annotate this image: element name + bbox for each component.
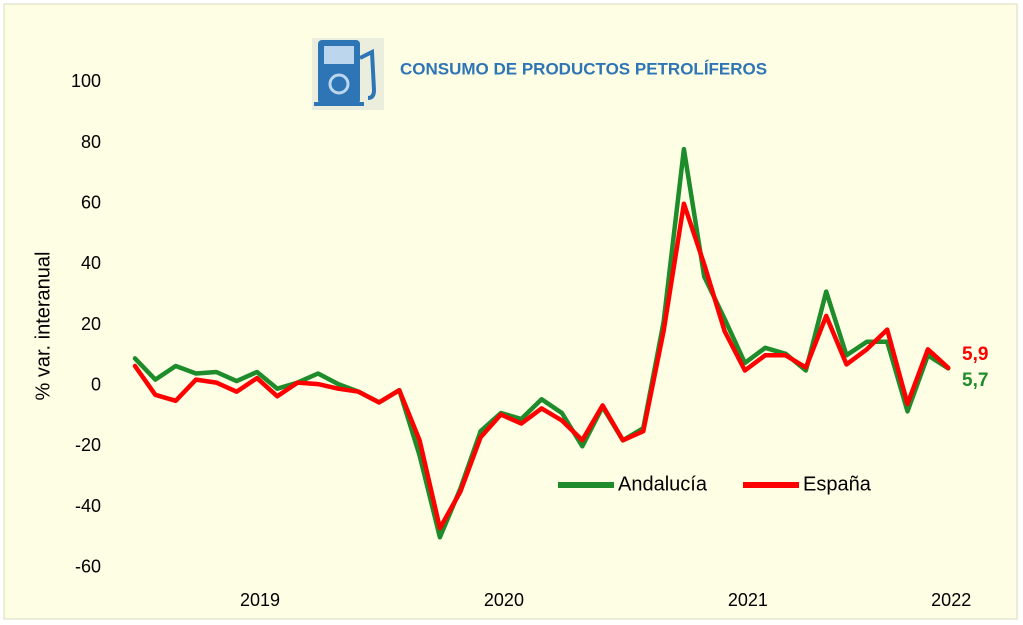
y-tick-label: -40 xyxy=(75,496,101,516)
series-line xyxy=(132,201,951,531)
y-tick-label: -60 xyxy=(75,556,101,576)
y-tick-label: -20 xyxy=(75,435,101,455)
y-tick-label: 0 xyxy=(91,374,101,394)
y-tick-label: 20 xyxy=(81,314,101,334)
end-value-label: 5,7 xyxy=(962,370,988,391)
y-tick-label: 100 xyxy=(71,71,101,91)
x-tick-label: 2020 xyxy=(484,590,524,610)
y-tick-label: 40 xyxy=(81,253,101,273)
y-axis-label: % var. interanual xyxy=(32,252,54,401)
legend-label: Andalucía xyxy=(618,473,708,495)
y-tick-label: 60 xyxy=(81,192,101,212)
end-value-label: 5,9 xyxy=(962,344,988,365)
chart-background xyxy=(3,3,1018,620)
x-tick-label: 2022 xyxy=(931,590,971,610)
legend-label: España xyxy=(803,473,872,495)
chart-title: CONSUMO DE PRODUCTOS PETROLÍFEROS xyxy=(400,59,767,78)
x-tick-label: 2021 xyxy=(728,590,768,610)
y-tick-label: 80 xyxy=(81,132,101,152)
x-tick-label: 2019 xyxy=(240,590,280,610)
fuel-pump-icon xyxy=(312,38,384,110)
